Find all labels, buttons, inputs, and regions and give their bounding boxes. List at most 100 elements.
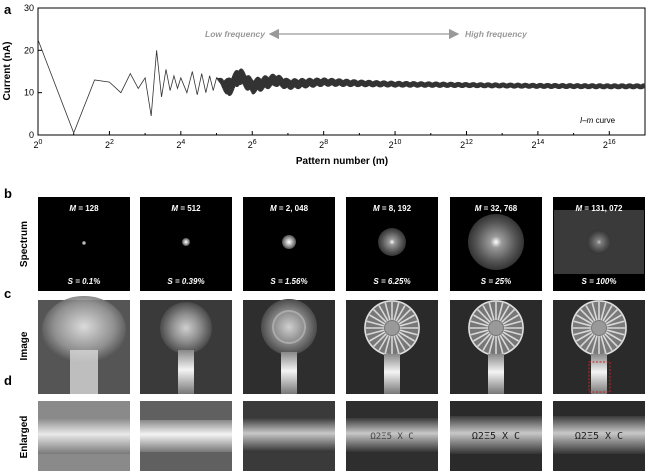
x-tick-label: 22 [105, 139, 114, 150]
fan-blade [499, 334, 510, 351]
fan-blade [497, 335, 504, 354]
fan-blade [606, 320, 625, 327]
x-tick-label: 212 [460, 139, 473, 150]
fan-blade [373, 309, 387, 323]
curve-legend-italic: I–m [580, 116, 594, 125]
spectrum-m-caption: M = 131, 072 [576, 204, 623, 213]
spectrum-spot-1 [82, 241, 86, 245]
spectrum-spot-2 [182, 238, 190, 246]
fan-blade [378, 305, 389, 322]
fan-blade [399, 329, 418, 336]
spectrum-spot-5 [468, 214, 524, 270]
fan-blade [576, 314, 593, 325]
fan-blade [378, 334, 389, 351]
y-axis-ticks: 0 10 20 30 [24, 3, 42, 140]
fan-blade [604, 309, 618, 323]
y-tick-label: 10 [24, 88, 34, 98]
row-label-image: Image [19, 331, 30, 360]
spectrum-m-caption: M = 32, 768 [475, 204, 518, 213]
enlarged-row: Ω2Ξ5 X C Ω2Ξ5 X C Ω2Ξ5 X C [38, 401, 645, 471]
x-tick-label: 216 [603, 139, 616, 150]
spectrum-s-caption: S = 0.1% [68, 277, 101, 286]
fan-blade [605, 314, 622, 325]
spectrum-s-caption: S = 1.56% [270, 277, 307, 286]
spectrum-m-caption: M = 8, 192 [373, 204, 412, 213]
fan-blade [585, 305, 596, 322]
fan-blade [580, 333, 594, 347]
chart-frame [37, 7, 646, 136]
fan-blade [503, 320, 522, 327]
fan-blade [503, 329, 522, 336]
fan-blade [499, 305, 510, 322]
fan-blade [397, 333, 411, 347]
fan-blade [395, 305, 406, 322]
x-tick-label: 210 [389, 139, 402, 150]
fan-blade [470, 320, 489, 327]
fan-blade [482, 334, 493, 351]
fan-hub [385, 321, 399, 335]
spectrum-spot-6 [587, 230, 611, 254]
enlarged-engraving-6: Ω2Ξ5 X C [575, 431, 623, 442]
low-frequency-annotation: Low frequency [205, 29, 266, 39]
fan-blade [501, 309, 515, 323]
fan-blade [473, 331, 490, 342]
roi-box [588, 361, 611, 393]
enlarged-engraving-4: Ω2Ξ5 X C [370, 432, 413, 442]
spectrum-s-caption: S = 6.25% [373, 277, 410, 286]
fan-blade [585, 334, 596, 351]
fan-blade [398, 314, 415, 325]
spectrum-s-caption: S = 100% [582, 277, 617, 286]
fan-blade [580, 309, 594, 323]
fan-blade [384, 335, 391, 354]
curve-legend-rest: curve [593, 116, 615, 125]
fan-blade [398, 331, 415, 342]
panel-letter-b: b [4, 186, 12, 201]
fan-blade [501, 333, 515, 347]
fan-blade [395, 334, 406, 351]
y-tick-label: 20 [24, 45, 34, 55]
fan-blade [602, 305, 613, 322]
fan-blade [502, 314, 519, 325]
x-axis-ticks: 20 22 24 26 28 210 212 214 216 [34, 131, 646, 150]
fan-blade [600, 335, 607, 354]
panel-letter-d: d [4, 373, 12, 388]
fan-hub [489, 321, 503, 335]
fan-blade [366, 320, 385, 327]
y-axis-label: Current (nA) [2, 42, 13, 101]
fan-blade [606, 329, 625, 336]
spectrum-m-caption: M = 128 [69, 204, 99, 213]
fan-blade [482, 305, 493, 322]
x-tick-label: 28 [319, 139, 328, 150]
fan-blade [604, 333, 618, 347]
fan-blade [576, 331, 593, 342]
series-line-current [37, 39, 646, 134]
row-label-enlarged: Enlarged [19, 416, 30, 459]
fan-hub [592, 321, 606, 335]
spectrum-s-caption: S = 25% [481, 277, 511, 286]
fan-blade [591, 302, 598, 321]
fan-blade [497, 302, 504, 321]
fan-blade [591, 335, 598, 354]
fan-blade [477, 309, 491, 323]
fan-blade [384, 302, 391, 321]
row-label-spectrum: Spectrum [19, 221, 30, 267]
spectrum-m-caption: M = 2, 048 [270, 204, 309, 213]
fan-blade [393, 335, 400, 354]
fan-blade [470, 329, 489, 336]
image-row [38, 296, 645, 394]
fan-blade [602, 334, 613, 351]
fan-blade [600, 302, 607, 321]
spectrum-s-caption: S = 0.39% [167, 277, 204, 286]
fan-blade [369, 331, 386, 342]
fan-blade [399, 320, 418, 327]
x-tick-label: 20 [34, 139, 43, 150]
fan-blade [366, 329, 385, 336]
high-frequency-annotation: High frequency [465, 29, 528, 39]
spectrum-spot-4 [378, 228, 406, 256]
current-vs-pattern-chart: 0 10 20 30 20 22 24 26 28 210 212 214 216 Current (… [2, 3, 646, 167]
fan-blade [393, 302, 400, 321]
fan-blade [488, 335, 495, 354]
y-tick-label: 30 [24, 3, 34, 13]
fan-blade [502, 331, 519, 342]
